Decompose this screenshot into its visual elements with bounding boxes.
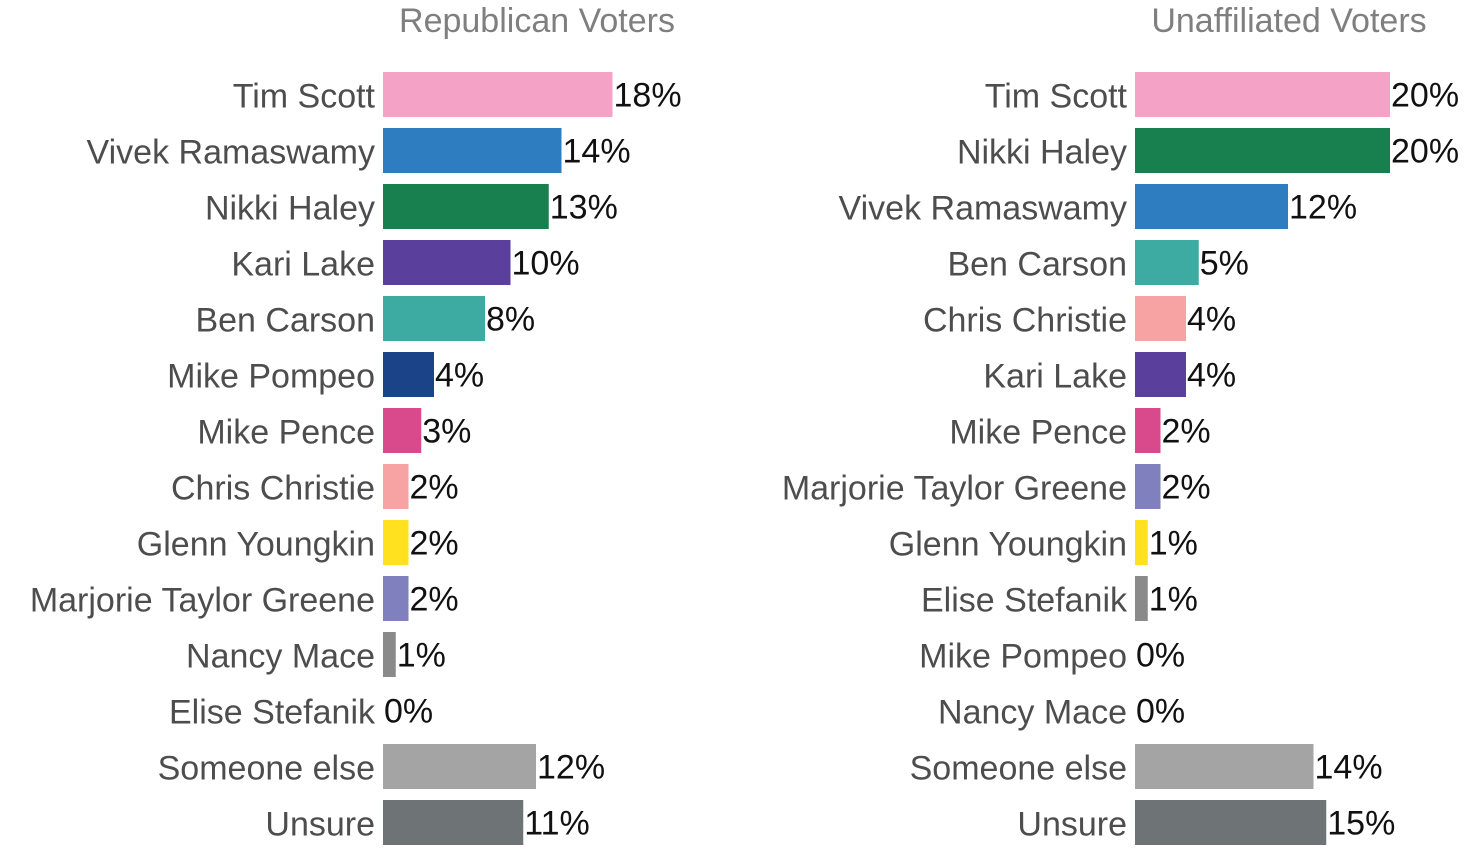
- value-label-elise-stefanik: 1%: [1149, 581, 1198, 619]
- value-label-marjorie-taylor-greene: 2%: [1162, 469, 1211, 507]
- bar-ben-carson: [383, 296, 485, 341]
- bar-vivek-ramaswamy: [1135, 184, 1288, 229]
- panel-title: Unaffiliated Voters: [1151, 2, 1426, 40]
- bar-mike-pence: [1135, 408, 1161, 453]
- panel-title: Republican Voters: [399, 2, 675, 40]
- bar-ben-carson: [1135, 240, 1199, 285]
- category-label-someone-else: Someone else: [910, 750, 1127, 788]
- category-label-nancy-mace: Nancy Mace: [186, 638, 375, 676]
- bar-tim-scott: [1135, 72, 1390, 117]
- value-label-kari-lake: 4%: [1187, 357, 1236, 395]
- category-label-mike-pompeo: Mike Pompeo: [919, 638, 1127, 676]
- bar-tim-scott: [383, 72, 613, 117]
- bar-mike-pompeo: [383, 352, 434, 397]
- value-label-ben-carson: 8%: [486, 301, 535, 339]
- bar-nikki-haley: [383, 184, 549, 229]
- bar-chris-christie: [383, 464, 409, 509]
- bar-someone-else: [1135, 744, 1314, 789]
- value-label-someone-else: 12%: [537, 749, 605, 787]
- bar-nikki-haley: [1135, 128, 1390, 173]
- bar-vivek-ramaswamy: [383, 128, 562, 173]
- category-label-marjorie-taylor-greene: Marjorie Taylor Greene: [782, 470, 1127, 508]
- value-label-mike-pence: 2%: [1162, 413, 1211, 451]
- value-label-chris-christie: 4%: [1187, 301, 1236, 339]
- category-label-tim-scott: Tim Scott: [985, 78, 1128, 116]
- value-label-unsure: 15%: [1327, 805, 1395, 843]
- category-label-ben-carson: Ben Carson: [947, 246, 1127, 284]
- bar-kari-lake: [383, 240, 511, 285]
- category-label-ben-carson: Ben Carson: [195, 302, 375, 340]
- category-label-someone-else: Someone else: [158, 750, 375, 788]
- category-label-vivek-ramaswamy: Vivek Ramaswamy: [87, 134, 375, 172]
- value-label-mike-pence: 3%: [422, 413, 471, 451]
- category-label-elise-stefanik: Elise Stefanik: [921, 582, 1128, 620]
- value-label-tim-scott: 20%: [1391, 77, 1459, 115]
- bar-chris-christie: [1135, 296, 1186, 341]
- bar-glenn-youngkin: [383, 520, 409, 565]
- category-label-unsure: Unsure: [265, 806, 375, 844]
- value-label-kari-lake: 10%: [512, 245, 580, 283]
- category-label-kari-lake: Kari Lake: [231, 246, 375, 284]
- unaffiliated-voters-panel: Unaffiliated Voters Tim Scott 20% Nikki Ha…: [782, 2, 1459, 845]
- category-label-nancy-mace: Nancy Mace: [938, 694, 1127, 732]
- value-label-mike-pompeo: 4%: [435, 357, 484, 395]
- bar-marjorie-taylor-greene: [1135, 464, 1161, 509]
- category-label-tim-scott: Tim Scott: [233, 78, 376, 116]
- value-label-elise-stefanik: 0%: [384, 693, 433, 731]
- value-label-vivek-ramaswamy: 14%: [563, 133, 631, 171]
- category-label-elise-stefanik: Elise Stefanik: [169, 694, 376, 732]
- category-label-kari-lake: Kari Lake: [983, 358, 1127, 396]
- value-label-tim-scott: 18%: [614, 77, 682, 115]
- category-label-marjorie-taylor-greene: Marjorie Taylor Greene: [30, 582, 375, 620]
- bar-nancy-mace: [383, 632, 396, 677]
- bar-marjorie-taylor-greene: [383, 576, 409, 621]
- value-label-nikki-haley: 20%: [1391, 133, 1459, 171]
- value-label-glenn-youngkin: 2%: [410, 525, 459, 563]
- value-label-chris-christie: 2%: [410, 469, 459, 507]
- category-label-glenn-youngkin: Glenn Youngkin: [889, 526, 1127, 564]
- value-label-marjorie-taylor-greene: 2%: [410, 581, 459, 619]
- value-label-nikki-haley: 13%: [550, 189, 618, 227]
- value-label-nancy-mace: 0%: [1136, 693, 1185, 731]
- category-label-unsure: Unsure: [1017, 806, 1127, 844]
- category-label-chris-christie: Chris Christie: [923, 302, 1127, 340]
- category-label-glenn-youngkin: Glenn Youngkin: [137, 526, 375, 564]
- bar-unsure: [383, 800, 524, 845]
- bar-mike-pence: [383, 408, 422, 453]
- category-label-mike-pence: Mike Pence: [197, 414, 375, 452]
- bar-glenn-youngkin: [1135, 520, 1148, 565]
- value-label-glenn-youngkin: 1%: [1149, 525, 1198, 563]
- category-label-nikki-haley: Nikki Haley: [957, 134, 1127, 172]
- bar-unsure: [1135, 800, 1327, 845]
- category-label-mike-pompeo: Mike Pompeo: [167, 358, 375, 396]
- bar-someone-else: [383, 744, 536, 789]
- value-label-mike-pompeo: 0%: [1136, 637, 1185, 675]
- bar-kari-lake: [1135, 352, 1186, 397]
- value-label-unsure: 11%: [524, 805, 590, 843]
- category-label-chris-christie: Chris Christie: [171, 470, 375, 508]
- category-label-mike-pence: Mike Pence: [949, 414, 1127, 452]
- category-label-nikki-haley: Nikki Haley: [205, 190, 375, 228]
- value-label-someone-else: 14%: [1315, 749, 1383, 787]
- value-label-ben-carson: 5%: [1200, 245, 1249, 283]
- republican-voters-panel: Republican Voters Tim Scott 18% Vivek Rama…: [30, 2, 682, 845]
- category-label-vivek-ramaswamy: Vivek Ramaswamy: [839, 190, 1127, 228]
- value-label-nancy-mace: 1%: [397, 637, 446, 675]
- bar-elise-stefanik: [1135, 576, 1148, 621]
- value-label-vivek-ramaswamy: 12%: [1289, 189, 1357, 227]
